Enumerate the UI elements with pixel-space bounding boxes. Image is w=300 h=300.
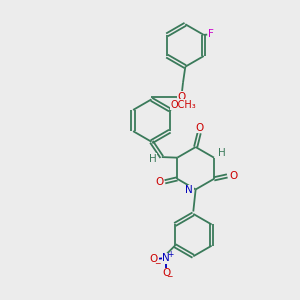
Text: O: O (178, 92, 186, 102)
Text: H: H (149, 154, 157, 164)
Text: F: F (208, 29, 214, 39)
Text: −: − (154, 260, 161, 268)
Text: O: O (162, 268, 170, 278)
Text: −: − (167, 272, 173, 281)
Text: O: O (195, 123, 203, 133)
Text: O: O (229, 171, 237, 181)
Text: O: O (155, 177, 163, 187)
Text: N: N (162, 253, 170, 263)
Text: N: N (185, 185, 193, 195)
Text: O: O (150, 254, 158, 264)
Text: H: H (218, 148, 226, 158)
Text: +: + (167, 250, 174, 259)
Text: OCH₃: OCH₃ (171, 100, 196, 110)
